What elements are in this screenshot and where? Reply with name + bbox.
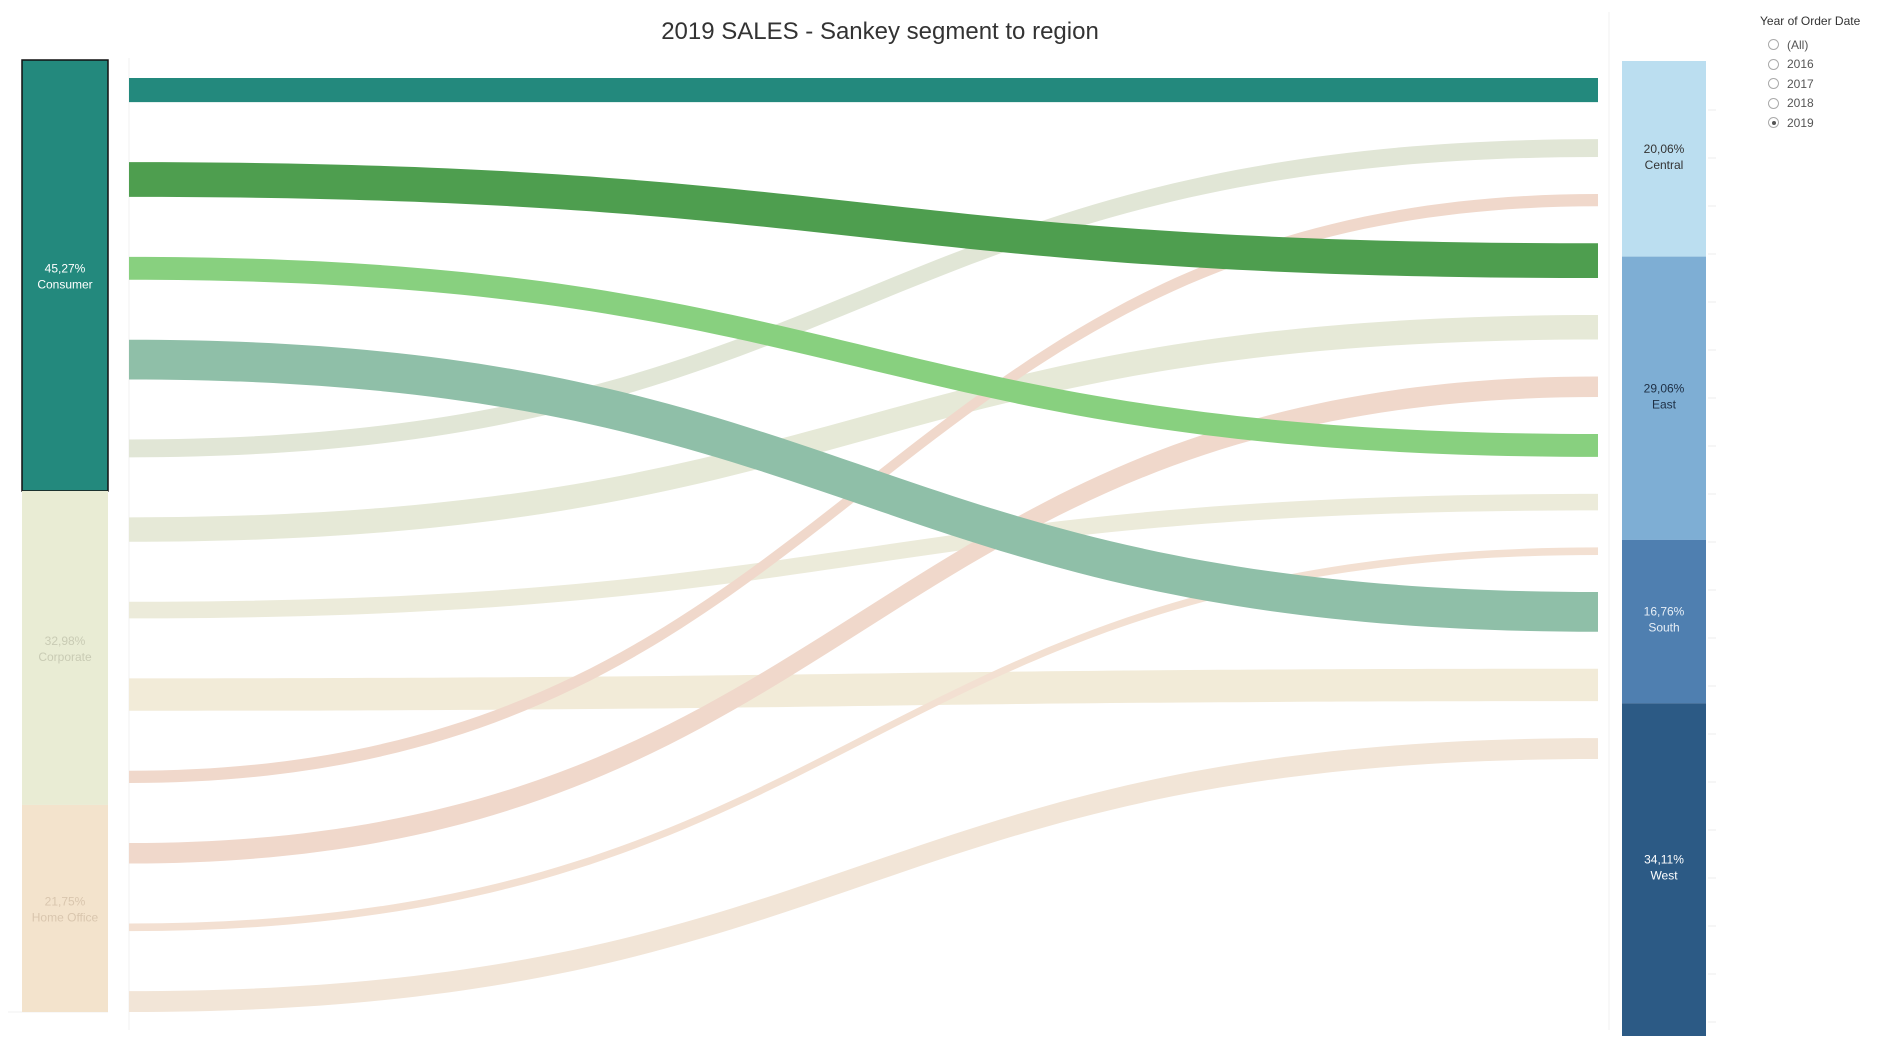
flow-corporate-to-south[interactable]	[129, 493, 1598, 619]
segment-pct-label: 21,75%	[45, 894, 86, 908]
segment-pct-label: 45,27%	[45, 261, 86, 275]
segment-name-label: Corporate	[38, 650, 92, 664]
year-filter-options: (All) 2016 2017 2018 2019	[1760, 35, 1878, 133]
segment-bar-home-office[interactable]	[22, 804, 108, 1012]
segment-name-label: Consumer	[37, 277, 92, 291]
radio-icon[interactable]	[1768, 39, 1779, 51]
radio-icon[interactable]	[1768, 78, 1779, 90]
flow-consumer-to-east[interactable]	[129, 162, 1598, 279]
segment-bar-corporate[interactable]	[22, 490, 108, 805]
year-option-2016[interactable]: 2016	[1768, 55, 1878, 75]
flow-consumer-to-south[interactable]	[129, 256, 1598, 457]
year-option-2018[interactable]: 2018	[1768, 94, 1878, 114]
region-bar-east[interactable]	[1622, 256, 1706, 540]
flow-consumer-to-central[interactable]	[129, 78, 1598, 103]
sankey-chart: 45,27% Consumer 32,98% Corporate 21,75% Home …	[8, 12, 1716, 1036]
flow-home-office-to-west[interactable]	[129, 738, 1598, 1012]
year-option-2019[interactable]: 2019	[1768, 113, 1878, 133]
year-option-2017[interactable]: 2017	[1768, 74, 1878, 94]
flow-corporate-to-east[interactable]	[129, 315, 1598, 542]
region-pct-label: 29,06%	[1644, 381, 1685, 395]
region-pct-label: 20,06%	[1644, 142, 1685, 156]
radio-icon[interactable]	[1768, 58, 1779, 70]
segment-name-label: Home Office	[32, 910, 99, 924]
segment-pct-label: 32,98%	[45, 634, 86, 648]
flow-consumer-to-west[interactable]	[129, 339, 1598, 632]
year-option-label: 2016	[1787, 57, 1814, 72]
region-name-label: South	[1648, 621, 1679, 635]
year-option-label: 2017	[1787, 76, 1814, 91]
year-option-label: (All)	[1787, 37, 1809, 52]
region-name-label: West	[1650, 869, 1678, 883]
region-bar-west[interactable]	[1622, 703, 1706, 1036]
region-name-label: Central	[1645, 158, 1684, 172]
year-option-label: 2019	[1787, 115, 1814, 130]
year-option-all[interactable]: (All)	[1768, 35, 1878, 55]
region-pct-label: 34,11%	[1644, 853, 1684, 867]
region-pct-label: 16,76%	[1644, 605, 1685, 619]
region-name-label: East	[1652, 397, 1677, 411]
region-bar-south[interactable]	[1622, 539, 1706, 704]
region-bar-central[interactable]	[1622, 61, 1706, 257]
year-option-label: 2018	[1787, 96, 1814, 111]
flow-corporate-to-central[interactable]	[129, 139, 1598, 458]
flow-home-office-to-east[interactable]	[129, 376, 1598, 864]
year-filter-title: Year of Order Date	[1760, 14, 1861, 28]
radio-icon[interactable]	[1768, 97, 1779, 109]
flow-corporate-to-west[interactable]	[129, 668, 1598, 711]
year-filter: Year of Order Date (All) 2016 2017 2018 2019	[1760, 14, 1878, 133]
flow-home-office-to-south[interactable]	[129, 547, 1598, 932]
chart-title: 2019 SALES - Sankey segment to region	[661, 18, 1099, 45]
radio-icon[interactable]	[1768, 117, 1779, 129]
